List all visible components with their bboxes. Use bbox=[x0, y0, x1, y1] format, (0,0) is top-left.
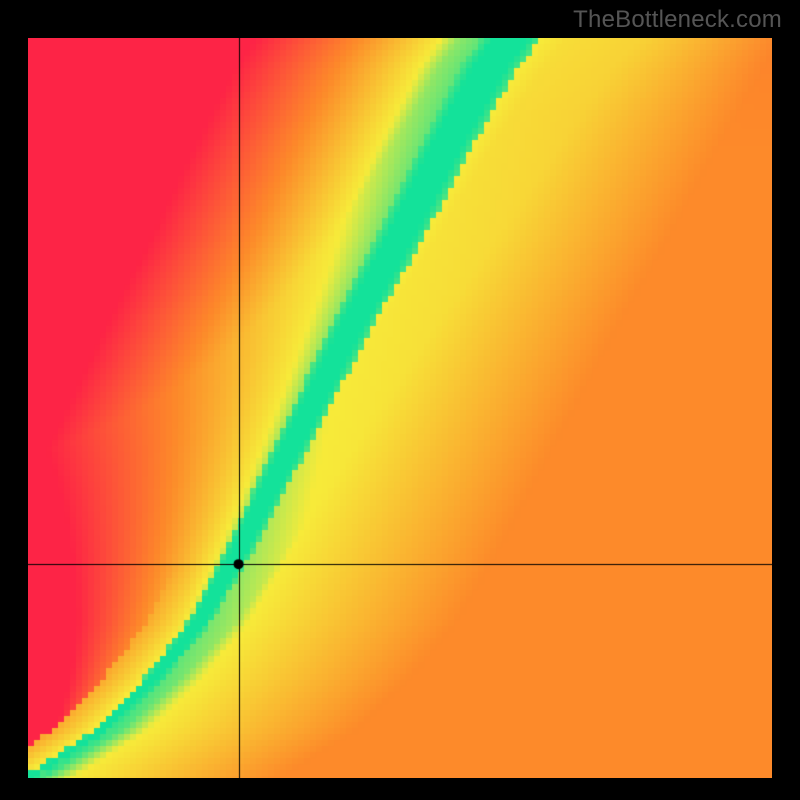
watermark-text: TheBottleneck.com bbox=[573, 6, 782, 34]
heatmap-canvas bbox=[28, 38, 772, 778]
heatmap-plot bbox=[28, 38, 772, 778]
